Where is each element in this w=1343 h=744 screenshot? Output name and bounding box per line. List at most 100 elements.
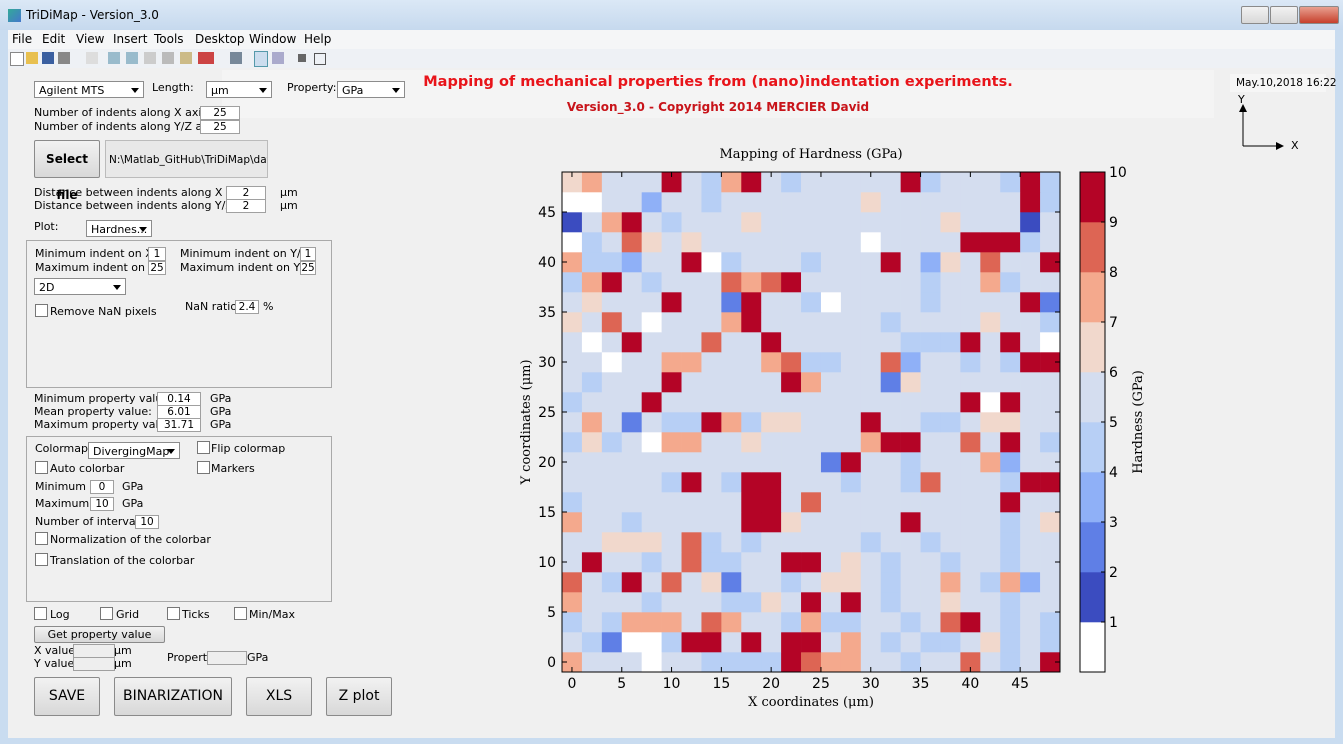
colormap-dropdown[interactable]: DivergingMap 1: [88, 442, 180, 459]
tool-icon[interactable]: [162, 52, 174, 64]
menu-item[interactable]: Help: [304, 32, 332, 46]
heatmap-cell: [860, 632, 882, 653]
menu-item[interactable]: Window: [249, 32, 297, 46]
heatmap-cell: [681, 212, 702, 233]
heatmap-cell: [641, 472, 662, 493]
cmin-field[interactable]: 0: [90, 480, 114, 494]
translation-checkbox[interactable]: [35, 553, 48, 566]
heatmap-cell: [940, 512, 961, 533]
tool-icon[interactable]: [254, 51, 268, 67]
tool-icon[interactable]: [26, 52, 38, 64]
tool-icon[interactable]: [10, 52, 24, 66]
tool-icon[interactable]: [272, 52, 284, 64]
ticks-checkbox[interactable]: [167, 607, 180, 620]
min-y-field[interactable]: 1: [300, 247, 316, 261]
normalization-checkbox[interactable]: [35, 532, 48, 545]
heatmap-cell: [940, 352, 961, 373]
heatmap-cell: [880, 292, 901, 313]
heatmap-cell: [721, 372, 742, 393]
tool-icon[interactable]: [230, 52, 242, 64]
menu-item[interactable]: Edit: [42, 32, 66, 46]
auto-colorbar-label: Auto colorbar: [50, 462, 125, 475]
ny-field[interactable]: 25: [200, 120, 240, 134]
machine-dropdown[interactable]: Agilent MTS: [34, 81, 144, 98]
heatmap-cell: [641, 552, 662, 573]
menu-item[interactable]: Insert: [113, 32, 148, 46]
menu-item[interactable]: View: [76, 32, 105, 46]
heatmap-cell: [562, 372, 583, 393]
heatmap-cell: [601, 272, 623, 293]
heatmap-cell: [781, 492, 802, 513]
heatmap-cell: [701, 272, 722, 293]
heatmap-cell: [741, 372, 762, 393]
heatmap-cell: [741, 192, 762, 213]
tool-icon[interactable]: [58, 52, 70, 64]
heatmap-cell: [900, 592, 921, 613]
heatmap-cell: [781, 392, 802, 413]
heatmap-cell: [801, 352, 822, 373]
heatmap-cell: [621, 172, 642, 193]
y-value-field[interactable]: [73, 657, 115, 671]
plot-dropdown[interactable]: Hardnes...: [86, 220, 152, 237]
length-unit-dropdown[interactable]: µm: [206, 81, 272, 98]
heatmap-cell: [562, 272, 583, 293]
tool-icon[interactable]: [42, 52, 54, 64]
heatmap-cell: [581, 392, 603, 413]
tool-icon[interactable]: [298, 54, 306, 62]
property-value-field[interactable]: [207, 651, 247, 665]
menu-item[interactable]: File: [12, 32, 33, 46]
get-value-button[interactable]: Get property value: [34, 626, 165, 643]
tool-icon[interactable]: [180, 52, 192, 64]
min-x-field[interactable]: 1: [148, 247, 166, 261]
mode-dropdown[interactable]: 2D: [34, 278, 126, 295]
tool-icon[interactable]: [126, 52, 138, 64]
heatmap-cell: [761, 652, 782, 673]
tool-icon[interactable]: [108, 52, 120, 64]
heatmap-cell: [980, 332, 1001, 353]
menu-item[interactable]: Tools: [154, 32, 184, 46]
heatmap-cell: [741, 572, 762, 593]
heatmap-cell: [562, 552, 583, 573]
x-value-field[interactable]: [73, 644, 115, 658]
minimize-button[interactable]: [1241, 6, 1269, 24]
maximize-button[interactable]: [1270, 6, 1298, 24]
intervals-field[interactable]: 10: [135, 515, 159, 529]
max-x-field[interactable]: 25: [148, 261, 166, 275]
select-file-button[interactable]: Select file: [34, 140, 100, 202]
max-y-field[interactable]: 25: [300, 261, 316, 275]
markers-checkbox[interactable]: [197, 461, 210, 474]
heatmap-cell: [581, 312, 603, 333]
dx-field[interactable]: 2: [226, 186, 266, 200]
heatmap-cell: [721, 572, 742, 593]
tool-icon[interactable]: [144, 52, 156, 64]
cmax-field[interactable]: 10: [90, 497, 114, 511]
close-button[interactable]: [1299, 6, 1339, 24]
remove-nan-checkbox[interactable]: [35, 304, 48, 317]
log-checkbox[interactable]: [34, 607, 47, 620]
nan-field[interactable]: 2.4: [235, 300, 259, 314]
tool-icon[interactable]: [314, 53, 326, 65]
heatmap-cell: [741, 532, 762, 553]
binarization-button[interactable]: BINARIZATION: [114, 677, 232, 716]
save-button[interactable]: SAVE: [34, 677, 100, 716]
xls-button[interactable]: XLS: [246, 677, 312, 716]
zplot-button[interactable]: Z plot: [326, 677, 392, 716]
dy-field[interactable]: 2: [226, 199, 266, 213]
property-unit-dropdown[interactable]: GPa: [337, 81, 405, 98]
minmax-checkbox[interactable]: [234, 607, 247, 620]
heatmap-cell: [681, 612, 702, 633]
heatmap-cell: [840, 312, 862, 333]
heatmap-cell: [920, 332, 941, 353]
auto-colorbar-checkbox[interactable]: [35, 461, 48, 474]
flip-checkbox[interactable]: [197, 441, 210, 454]
nx-field[interactable]: 25: [200, 106, 240, 120]
heatmap-cell: [741, 472, 762, 493]
menu-item[interactable]: Desktop: [195, 32, 245, 46]
heatmap-cell: [781, 292, 802, 313]
tool-icon[interactable]: [198, 52, 214, 64]
tool-icon[interactable]: [86, 52, 98, 64]
heatmap-cell: [741, 352, 762, 373]
heatmap-cell: [920, 432, 941, 453]
grid-checkbox[interactable]: [100, 607, 113, 620]
heatmap-cell: [601, 552, 623, 573]
